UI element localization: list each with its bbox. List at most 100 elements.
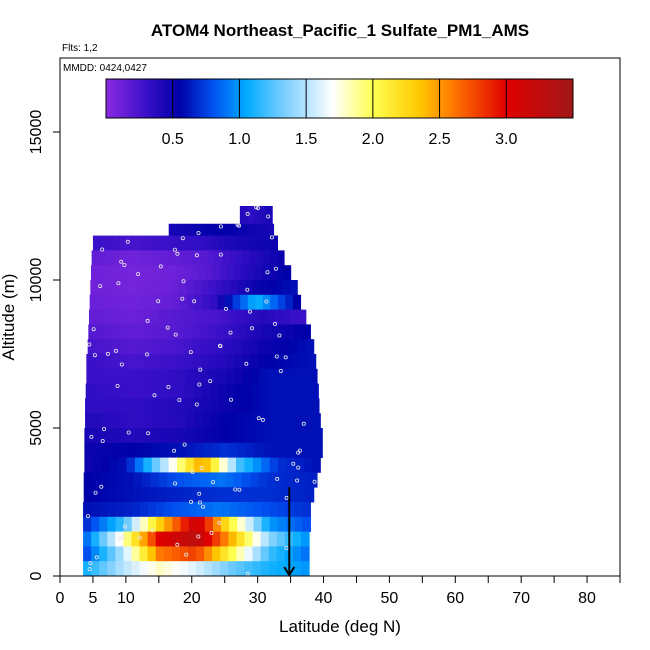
- heatmap-cell: [286, 324, 296, 340]
- heatmap-cell: [158, 309, 167, 325]
- x-axis: 0 5 10 20 30 40 50 60 70 80: [56, 576, 621, 607]
- y-tick-label: 10000: [28, 258, 45, 303]
- heatmap-cell: [152, 413, 162, 429]
- heatmap-cell: [169, 265, 178, 281]
- heatmap-cell: [179, 546, 189, 562]
- heatmap-cell: [119, 368, 129, 384]
- heatmap-cell: [99, 516, 109, 532]
- heatmap-cell: [227, 413, 237, 429]
- sample-point: [100, 438, 105, 443]
- sample-point: [98, 284, 103, 289]
- sample-point: [255, 206, 260, 211]
- heatmap-cell: [198, 223, 203, 236]
- heatmap-cell: [243, 309, 253, 325]
- heatmap-cell: [216, 472, 226, 488]
- heatmap-cell: [205, 309, 214, 325]
- heatmap-cell: [160, 339, 169, 355]
- heatmap-cell: [224, 235, 232, 251]
- heatmap-cell: [211, 235, 219, 251]
- heatmap-cell: [100, 487, 109, 503]
- heatmap-cell: [143, 457, 153, 473]
- heatmap-cell: [265, 223, 271, 236]
- heatmap-cell: [100, 472, 110, 488]
- heatmap-cell: [236, 561, 246, 577]
- heatmap-cell: [187, 294, 196, 310]
- heatmap-cell: [194, 250, 203, 266]
- heatmap-cell: [150, 472, 160, 488]
- heatmap-cell: [92, 428, 102, 444]
- heatmap-cell: [215, 324, 224, 340]
- heatmap-cell: [261, 457, 271, 473]
- heatmap-cell: [160, 442, 170, 458]
- heatmap-cell: [267, 309, 276, 325]
- heatmap-cell: [269, 413, 279, 429]
- heatmap-cell: [251, 368, 260, 384]
- heatmap-cell: [187, 531, 197, 547]
- heatmap-cell: [268, 398, 278, 414]
- heatmap-cell: [236, 546, 246, 562]
- heatmap-cell: [92, 442, 102, 458]
- heatmap-cell: [155, 531, 165, 547]
- heatmap-cell: [132, 250, 141, 266]
- heatmap-cell: [151, 354, 161, 370]
- heatmap-cell: [167, 472, 176, 488]
- heatmap-cell: [194, 428, 204, 444]
- heatmap-cell: [151, 324, 161, 340]
- heatmap-cell: [127, 309, 137, 325]
- heatmap-cell: [244, 457, 254, 473]
- heatmap-cell: [269, 516, 279, 532]
- heatmap-cell: [95, 339, 105, 355]
- heatmap-cell: [311, 457, 321, 473]
- sample-point: [228, 397, 233, 402]
- colorbar-tick-label: 1.0: [228, 131, 250, 148]
- heatmap-cell: [196, 561, 205, 577]
- heatmap-cell: [112, 250, 120, 266]
- heatmap-cell: [243, 206, 246, 225]
- heatmap-cell: [244, 413, 254, 429]
- heatmap-cell: [271, 428, 281, 444]
- heatmap-cell: [273, 339, 282, 355]
- heatmap-cell: [307, 354, 317, 370]
- heatmap-cell: [260, 561, 270, 577]
- heatmap-cell: [123, 516, 133, 532]
- heatmap-cell: [276, 561, 286, 577]
- heatmap-cell: [89, 294, 98, 310]
- heatmap-cell: [257, 206, 259, 225]
- sample-point: [125, 239, 130, 244]
- sample-point: [218, 344, 223, 349]
- sample-point: [266, 214, 271, 219]
- chart-title: ATOM4 Northeast_Pacific_1 Sulfate_PM1_AM…: [151, 21, 529, 40]
- heatmap-cell: [228, 223, 233, 236]
- heatmap-cell: [123, 561, 133, 577]
- heatmap-cell: [241, 354, 251, 370]
- heatmap-cell: [97, 280, 106, 296]
- heatmap-cell: [163, 561, 173, 577]
- sample-point: [291, 461, 296, 466]
- heatmap-cell: [193, 368, 203, 384]
- heatmap-cell: [252, 561, 262, 577]
- heatmap-cell: [85, 383, 95, 399]
- sample-point: [196, 534, 201, 539]
- heatmap-cell: [123, 531, 133, 547]
- heatmap-cell: [280, 487, 290, 503]
- heatmap-cell: [139, 561, 149, 577]
- heatmap-cell: [209, 223, 215, 236]
- heatmap-cell: [262, 428, 272, 444]
- plot-frame: [59, 57, 621, 577]
- heatmap-cell: [125, 472, 135, 488]
- heatmap-cell: [146, 250, 155, 266]
- heatmap-cell: [204, 561, 213, 577]
- heatmap-cell: [282, 354, 292, 370]
- heatmap-cell: [93, 398, 103, 414]
- heatmap-cell: [176, 354, 186, 370]
- sample-point: [188, 350, 193, 355]
- x-axis-label: Latitude (deg N): [279, 617, 401, 636]
- heatmap-cell: [308, 368, 318, 384]
- heatmap-cell: [212, 531, 221, 547]
- dates-label: MMDD: 0424,0427: [63, 63, 147, 74]
- sample-point: [283, 355, 288, 360]
- heatmap-cell: [155, 265, 163, 281]
- heatmap-cell: [168, 354, 178, 370]
- heatmap-cell: [164, 502, 173, 518]
